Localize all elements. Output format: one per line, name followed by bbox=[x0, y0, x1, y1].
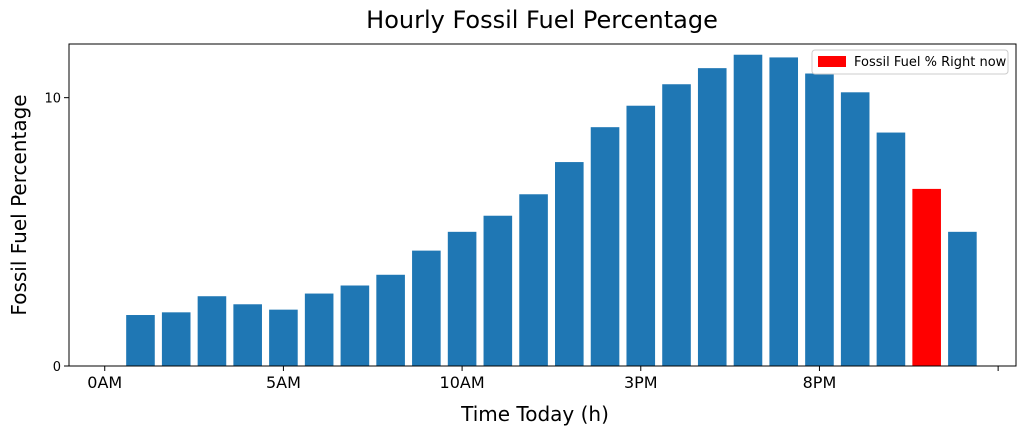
bars-group bbox=[126, 54, 977, 367]
x-tick-label: 5AM bbox=[266, 373, 301, 392]
y-ticks-group: 0 10 bbox=[44, 92, 69, 375]
bar-hour-13 bbox=[555, 162, 584, 366]
bar-hour-3 bbox=[197, 296, 227, 366]
bar-hour-7 bbox=[340, 285, 370, 366]
bar-hour-2 bbox=[161, 312, 191, 366]
bar-hour-16 bbox=[662, 84, 691, 366]
bar-hour-6 bbox=[304, 293, 334, 366]
legend-label: Fossil Fuel % Right now bbox=[854, 55, 1007, 70]
legend: Fossil Fuel % Right now bbox=[811, 49, 1009, 75]
bar-hour-11 bbox=[483, 215, 513, 366]
bar-hour-22 bbox=[876, 132, 906, 366]
bar-hour-20 bbox=[805, 73, 834, 367]
bar-hour-8 bbox=[376, 274, 405, 366]
x-axis-label: Time Today (h) bbox=[460, 402, 609, 426]
x-tick-label: 0AM bbox=[87, 373, 122, 392]
y-tick-label: 0 bbox=[53, 360, 61, 375]
bar-hour-12 bbox=[519, 194, 548, 366]
bar-hour-10 bbox=[447, 231, 477, 366]
bar-hour-15 bbox=[626, 105, 656, 366]
bar-hour-9 bbox=[412, 250, 441, 366]
plot-frame bbox=[68, 43, 1017, 367]
legend-box bbox=[811, 49, 1009, 75]
x-tick-label: 8PM bbox=[803, 373, 837, 392]
bar-hour-24 bbox=[948, 231, 977, 366]
x-tick-label: 10AM bbox=[440, 373, 485, 392]
x-ticks-group: 0AM 5AM 10AM 3PM 8PM bbox=[87, 366, 999, 392]
y-tick-label: 10 bbox=[44, 92, 61, 107]
bar-hour-21 bbox=[840, 92, 870, 367]
bar-hour-4 bbox=[233, 304, 262, 366]
bar-hour-1 bbox=[126, 315, 155, 366]
legend-swatch bbox=[818, 56, 846, 67]
bar-hour-5 bbox=[269, 309, 298, 366]
chart-title: Hourly Fossil Fuel Percentage bbox=[366, 6, 718, 34]
bar-current-hour bbox=[912, 188, 941, 366]
bar-hour-17 bbox=[697, 68, 727, 367]
bar-hour-14 bbox=[590, 127, 620, 367]
bar-hour-18 bbox=[733, 54, 763, 366]
x-tick-label: 3PM bbox=[624, 373, 658, 392]
y-axis-label: Fossil Fuel Percentage bbox=[7, 94, 31, 315]
bar-hour-19 bbox=[769, 57, 799, 367]
